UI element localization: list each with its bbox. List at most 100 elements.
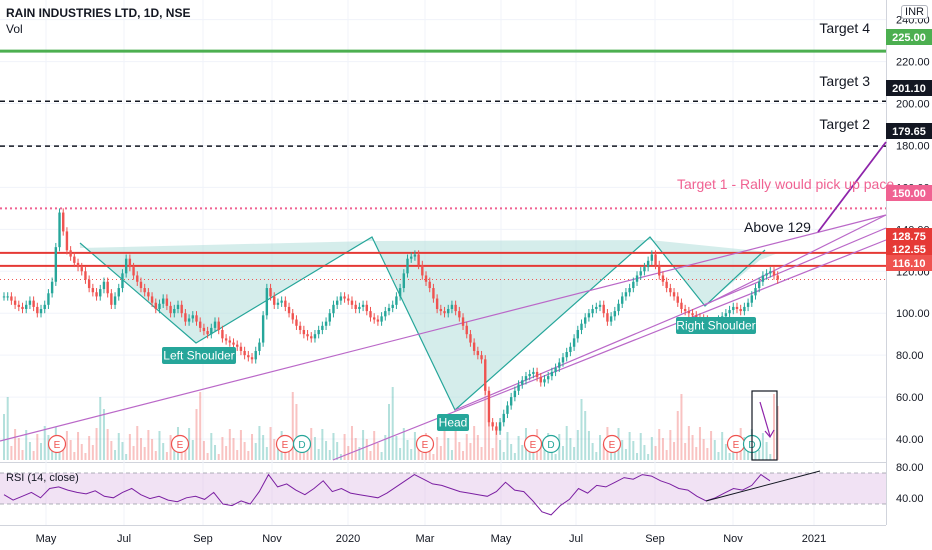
candle-body [121, 273, 124, 289]
candle-body [50, 281, 54, 294]
price-label: 179.65 [892, 126, 926, 138]
candle-body [447, 309, 450, 314]
volume-bar [580, 399, 583, 460]
candle-body [376, 319, 380, 322]
candle-body [147, 292, 150, 297]
time-tick-label: Sep [645, 533, 665, 545]
volume-bar [436, 437, 439, 460]
earnings-marker[interactable]: E [275, 434, 295, 454]
rsi-label: RSI (14, close) [6, 472, 79, 484]
volume-bar [613, 448, 616, 460]
trendline[interactable] [0, 214, 887, 442]
volume-bar [239, 430, 242, 460]
candle-body [10, 296, 13, 301]
candle-body [306, 334, 309, 337]
volume-bar [517, 436, 520, 460]
volume-bar [513, 453, 516, 460]
candle-body [532, 371, 535, 375]
candle-body [217, 321, 220, 330]
earnings-marker[interactable]: E [415, 434, 435, 454]
candle-body [613, 311, 617, 317]
candle-body [199, 321, 202, 328]
candle-body [576, 329, 579, 339]
dividend-marker[interactable]: D [292, 434, 312, 454]
candle-body [572, 338, 576, 347]
candle-body [417, 254, 420, 265]
volume-bar [458, 442, 461, 460]
volume-bar [169, 435, 172, 460]
volume-bar [539, 441, 542, 460]
rsi-trendline[interactable] [705, 470, 821, 502]
candle-body [99, 289, 102, 297]
candle-body [624, 292, 628, 297]
candle-body [565, 352, 568, 358]
volume-bar [502, 452, 505, 460]
candle-body [387, 307, 391, 312]
time-tick-label: May [36, 533, 57, 545]
trendlines[interactable] [0, 141, 887, 461]
volume-bar [165, 452, 168, 460]
earnings-icon [602, 434, 622, 454]
volume-bar [636, 453, 639, 460]
volume-bar [698, 427, 701, 460]
candle-body [513, 390, 517, 398]
candle-body [328, 313, 331, 322]
earnings-marker[interactable]: E [726, 434, 746, 454]
volume-bar [591, 443, 594, 460]
candle-body [728, 310, 731, 314]
volume-bar [380, 452, 383, 460]
volume-bar [495, 431, 498, 460]
candle-body [443, 311, 446, 314]
volume-bar [454, 430, 457, 460]
dividend-marker[interactable]: D [541, 434, 561, 454]
candle-body [184, 313, 187, 322]
volume-bar [232, 438, 235, 460]
candle-body [639, 271, 642, 276]
earnings-marker[interactable]: E [523, 434, 543, 454]
price-axis[interactable]: 240.00220.00200.00180.00160.00140.00120.… [896, 15, 930, 446]
candle-body [469, 334, 472, 343]
candle-body [173, 309, 176, 314]
earnings-marker[interactable]: E [47, 434, 67, 454]
candle-body [128, 258, 132, 268]
rsi-tick-40: 40.00 [896, 493, 924, 505]
event-letter: E [733, 440, 740, 451]
volume-bar [221, 437, 224, 460]
earnings-marker[interactable]: E [602, 434, 622, 454]
volume-bar [117, 433, 120, 460]
price-label-box [886, 185, 932, 201]
candle-body [243, 350, 246, 356]
candle-body [406, 258, 409, 274]
volume-bar [251, 434, 254, 460]
time-tick-label: Nov [262, 533, 282, 545]
projection-arrow[interactable] [817, 141, 887, 233]
candle-body [232, 342, 235, 345]
trendline[interactable] [332, 239, 887, 461]
time-axis[interactable]: May Jul Sep Nov 2020 Mar May Jul Sep Nov 2021 [36, 533, 827, 545]
candle-body [298, 325, 302, 330]
volume-bar [295, 404, 298, 460]
volume-bar [225, 446, 228, 460]
volume-bar [487, 399, 490, 460]
earnings-marker[interactable]: E [170, 434, 190, 454]
volume-bar [413, 432, 416, 460]
volume-bar [313, 437, 316, 460]
candle-body [321, 325, 324, 330]
volume-bar [258, 426, 261, 460]
volume-bar [595, 452, 598, 460]
candle-body [587, 313, 591, 318]
volume-bar [28, 442, 31, 460]
candle-body [480, 355, 483, 360]
candle-body [269, 288, 272, 297]
price-tick-label: 80.00 [896, 350, 924, 362]
volume-bar [406, 440, 409, 460]
volume-bar [395, 436, 398, 460]
candle-body [339, 296, 343, 301]
candle-body [535, 371, 539, 378]
price-label: 128.75 [892, 231, 926, 243]
currency-badge[interactable]: INR [901, 5, 928, 19]
trendline[interactable] [704, 214, 887, 306]
candle-body [54, 247, 58, 282]
